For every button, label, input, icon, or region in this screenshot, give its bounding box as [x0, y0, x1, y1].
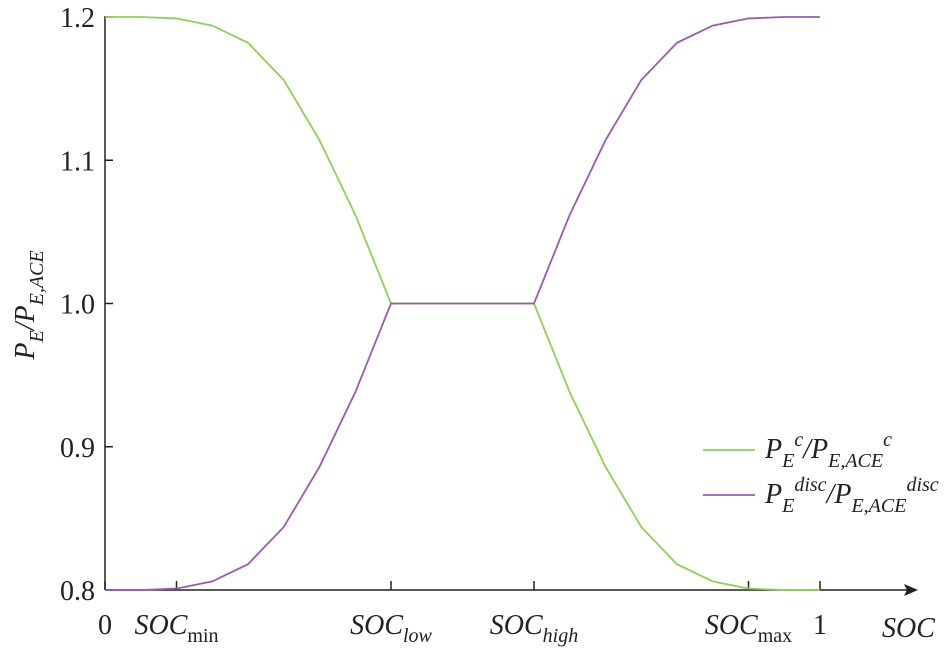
x-tick-label: SOClow [350, 610, 432, 647]
text-part: E [781, 450, 794, 472]
text-part: disc [794, 474, 826, 496]
text-part: disc [906, 474, 938, 496]
x-tick-label: 1 [813, 610, 827, 641]
text-part: E,ACE [850, 495, 906, 517]
x-axis-arrow [904, 584, 918, 596]
text-part: /P [801, 434, 828, 465]
text-part: P [764, 434, 782, 465]
text-part: c [794, 429, 803, 451]
x-tick-label-sub: low [403, 625, 433, 647]
text-part: c [883, 429, 892, 451]
x-tick-label-main: SOC [490, 610, 543, 641]
text-part: E [26, 330, 48, 343]
y-axis-label: PE/PE,ACE [10, 250, 48, 360]
series-line [105, 16, 820, 591]
y-tick-label: 0.9 [60, 433, 95, 464]
legend-label: PEdisc/PE,ACEdisc [764, 474, 939, 517]
y-tick-label: 1.1 [60, 146, 95, 177]
text-part: P [10, 343, 41, 361]
x-tick-label-main: SOC [134, 610, 187, 641]
x-tick-label-main: SOC [705, 610, 758, 641]
text-part: /P [10, 305, 41, 332]
x-tick-label: 0 [98, 610, 112, 641]
y-tick-label: 1.2 [60, 3, 95, 34]
text-part: E [781, 495, 794, 517]
x-tick-label-sub: max [758, 625, 792, 647]
text-part: /P [825, 479, 852, 510]
x-tick-label: SOCmax [705, 610, 792, 647]
x-tick-label: SOChigh [490, 610, 578, 647]
x-tick-label-sub: high [543, 625, 579, 647]
y-tick-label: 0.8 [60, 576, 95, 607]
x-axis-label: SOC [882, 613, 935, 644]
legend-label: PEc/PE,ACEc [764, 429, 892, 472]
x-tick-label: SOCmin [134, 610, 218, 647]
y-tick-label: 1.0 [60, 290, 95, 321]
text-part: E,ACE [26, 250, 48, 306]
text-part: E,ACE [827, 450, 883, 472]
x-tick-label-main: SOC [350, 610, 403, 641]
x-tick-label-sub: min [187, 625, 218, 647]
text-part: P [764, 479, 782, 510]
